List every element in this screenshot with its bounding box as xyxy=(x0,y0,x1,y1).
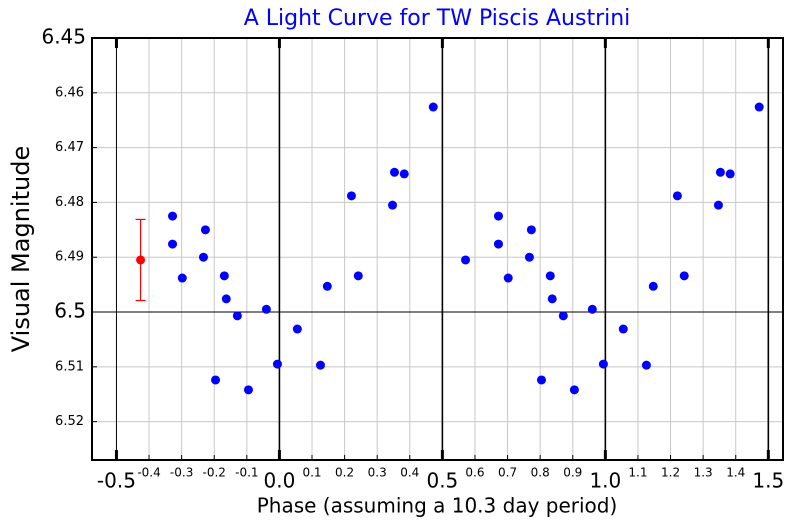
data-point xyxy=(353,271,363,281)
chart-title: A Light Curve for TW Piscis Austrini xyxy=(244,6,631,31)
data-point xyxy=(461,255,471,265)
data-point xyxy=(198,252,208,262)
x-tick-label: 1.4 xyxy=(726,466,745,480)
x-tick-label: 1.2 xyxy=(661,466,680,480)
data-point xyxy=(524,252,534,262)
data-point xyxy=(232,311,242,321)
data-point xyxy=(558,311,568,321)
data-point xyxy=(200,225,210,235)
data-point xyxy=(713,200,723,210)
data-point xyxy=(641,360,651,370)
data-point xyxy=(526,225,536,235)
data-point xyxy=(493,239,503,249)
data-point xyxy=(503,273,513,283)
data-point xyxy=(754,102,764,112)
x-tick-label: 1.3 xyxy=(694,466,713,480)
x-tick-label: 0.3 xyxy=(368,466,387,480)
data-point xyxy=(219,271,229,281)
data-point xyxy=(715,167,725,177)
data-point xyxy=(598,359,608,369)
x-tick-label: 0.4 xyxy=(400,466,419,480)
data-point xyxy=(136,255,146,265)
x-tick-label: -0.2 xyxy=(203,466,226,480)
x-tick-label: 1.5 xyxy=(752,469,784,493)
data-point xyxy=(177,273,187,283)
data-point xyxy=(672,191,682,201)
data-point xyxy=(221,294,231,304)
data-point xyxy=(389,167,399,177)
x-tick-label: -0.4 xyxy=(137,466,160,480)
data-point xyxy=(168,211,178,221)
x-tick-label: 0.0 xyxy=(264,469,296,493)
data-point xyxy=(587,304,597,314)
data-point xyxy=(272,359,282,369)
data-point xyxy=(315,360,325,370)
x-tick-label: 0.7 xyxy=(498,466,517,480)
x-tick-label: -0.1 xyxy=(235,466,258,480)
y-tick-label: 6.47 xyxy=(55,140,84,155)
data-point xyxy=(547,294,557,304)
data-point xyxy=(243,385,253,395)
data-point xyxy=(261,304,271,314)
data-point xyxy=(346,191,356,201)
y-tick-label: 6.51 xyxy=(55,359,84,374)
x-tick-label: -0.5 xyxy=(97,469,136,493)
x-tick-label: 1.0 xyxy=(589,469,621,493)
data-point xyxy=(388,200,398,210)
x-tick-label: 0.2 xyxy=(335,466,354,480)
x-tick-label: -0.3 xyxy=(170,466,193,480)
data-point xyxy=(493,211,503,221)
y-tick-label: 6.52 xyxy=(55,414,84,429)
x-tick-label: 0.9 xyxy=(563,466,582,480)
data-point xyxy=(618,324,628,334)
x-tick-label: 0.6 xyxy=(465,466,484,480)
data-point xyxy=(168,239,178,249)
y-tick-label: 6.46 xyxy=(55,85,84,100)
plot-frame xyxy=(91,37,784,461)
data-point xyxy=(322,281,332,291)
y-tick-label: 6.45 xyxy=(41,25,86,49)
data-point xyxy=(428,102,438,112)
y-tick-label: 6.49 xyxy=(55,250,84,265)
x-tick-label: 0.8 xyxy=(531,466,550,480)
data-point xyxy=(569,385,579,395)
data-point xyxy=(725,169,735,179)
x-tick-label: 0.5 xyxy=(426,469,458,493)
y-tick-label: 6.48 xyxy=(55,195,84,210)
data-point xyxy=(679,271,689,281)
x-axis-label: Phase (assuming a 10.3 day period) xyxy=(257,494,618,518)
data-point xyxy=(211,375,221,385)
data-point xyxy=(399,169,409,179)
x-tick-label: 1.1 xyxy=(628,466,647,480)
x-tick-label: 0.1 xyxy=(302,466,321,480)
data-point xyxy=(648,281,658,291)
data-point xyxy=(292,324,302,334)
data-point xyxy=(545,271,555,281)
y-axis-label: Visual Magnitude xyxy=(7,146,35,352)
y-tick-label: 6.5 xyxy=(54,299,86,323)
data-point xyxy=(536,375,546,385)
